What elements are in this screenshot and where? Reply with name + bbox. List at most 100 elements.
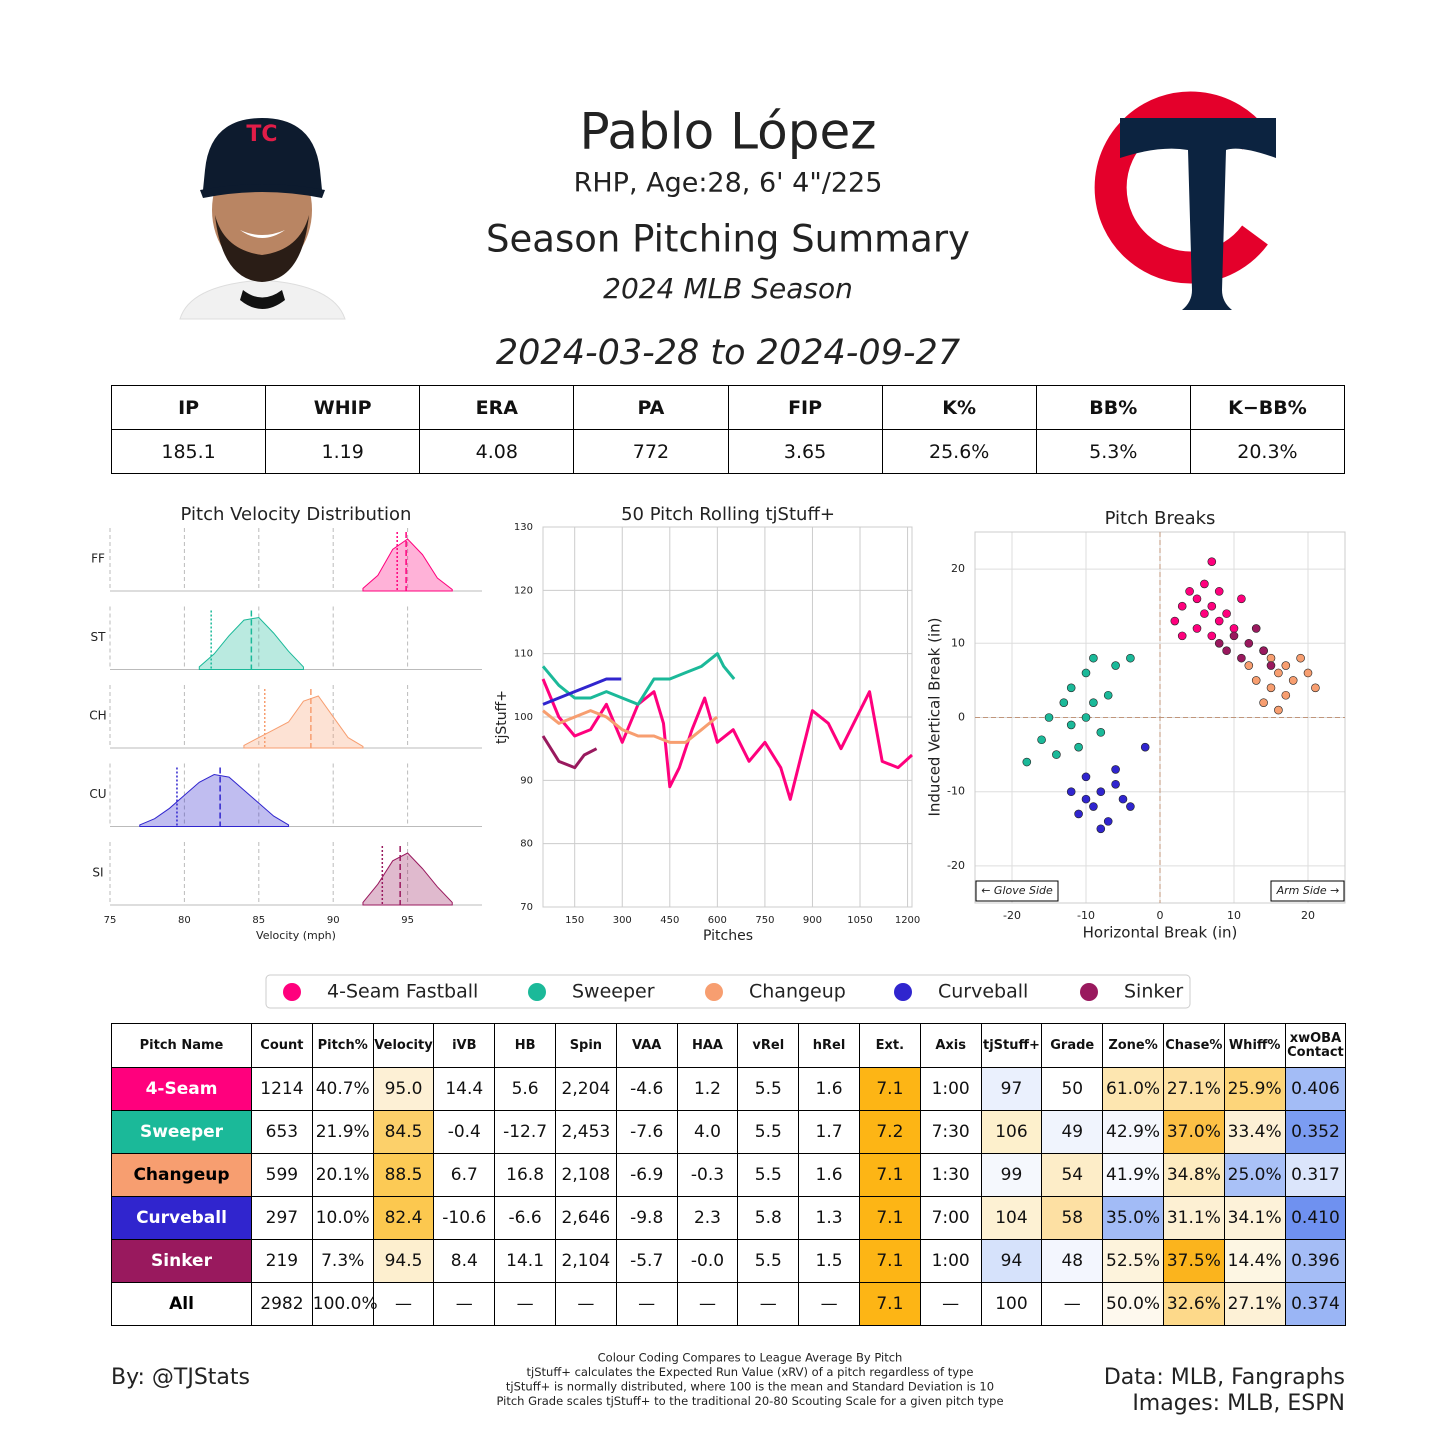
point — [1266, 661, 1276, 670]
pitch-cell: 5.5 — [737, 1110, 800, 1154]
stat-header: K% — [881, 385, 1037, 430]
y-tick-label: 120 — [514, 585, 533, 596]
x-tick-label: -10 — [1077, 909, 1095, 922]
point — [1059, 698, 1069, 707]
x-axis-label: Velocity (mph) — [256, 929, 336, 942]
point — [1274, 668, 1283, 678]
pitch-cell: 7.1 — [858, 1282, 921, 1326]
point — [1081, 772, 1091, 782]
rolling-line — [541, 735, 598, 770]
stat-value: 185.1 — [110, 429, 267, 474]
point — [1089, 653, 1098, 663]
point — [1296, 653, 1305, 663]
point — [1044, 713, 1054, 722]
y-tick-label: -10 — [947, 785, 965, 798]
player-name: Pablo López — [580, 103, 877, 161]
pitch-row: Curveball 297 10.0% 82.4 -10.6 -6.6 2,646 -9.8 2… — [111, 1196, 1347, 1240]
column-header: vRel — [737, 1023, 800, 1068]
point — [1214, 638, 1224, 648]
x-tick-label: 0 — [1157, 909, 1164, 922]
pitch-cell: — — [798, 1282, 860, 1326]
point — [1192, 594, 1202, 604]
pitch-cell: — — [433, 1282, 496, 1326]
y-tick-label: 10 — [951, 636, 965, 649]
point — [1103, 690, 1113, 700]
pitch-cell: 0.352 — [1284, 1110, 1347, 1154]
pitch-cell: 25.0% — [1223, 1153, 1286, 1197]
column-header: tjStuff+ — [980, 1023, 1043, 1068]
legend-label: Changeup — [749, 981, 846, 1003]
pitch-cell: 2,646 — [554, 1196, 617, 1240]
x-tick-label: 900 — [803, 915, 822, 926]
legend-marker — [705, 983, 723, 1001]
pitch-cell: — — [676, 1282, 739, 1326]
point — [1066, 720, 1076, 730]
point — [1251, 624, 1261, 633]
point — [1207, 631, 1217, 641]
pitch-cell: 14.4 — [433, 1067, 496, 1111]
y-tick-label: 80 — [520, 839, 533, 850]
stat-value: 1.19 — [265, 429, 421, 474]
pitch-cell: 58 — [1041, 1196, 1104, 1240]
row-label: ST — [91, 630, 107, 644]
pitch-cell: 0.396 — [1284, 1239, 1347, 1283]
column-header: VAA — [615, 1023, 678, 1068]
rolling-line — [541, 652, 736, 706]
pitch-cell: — — [554, 1282, 617, 1326]
legend-marker — [894, 983, 912, 1001]
pitch-cell: 99 — [980, 1153, 1043, 1197]
legend-box — [265, 974, 1191, 1009]
stat-header: PA — [573, 385, 729, 430]
pitch-cell: 1.2 — [676, 1067, 739, 1111]
column-header: iVB — [433, 1023, 496, 1068]
row-label: FF — [91, 552, 105, 566]
point — [1074, 809, 1083, 819]
pitch-name: Sweeper — [111, 1110, 252, 1154]
pitch-cell: 61.0% — [1102, 1067, 1164, 1111]
point — [1096, 787, 1106, 797]
annotation: ← Glove Side — [981, 884, 1053, 897]
x-tick-label: 1050 — [847, 915, 872, 926]
x-tick-label: 20 — [1301, 909, 1315, 922]
pitch-cell: 84.5 — [372, 1110, 435, 1154]
legend-marker — [1080, 983, 1098, 1001]
row-label: CH — [89, 709, 106, 723]
pitch-cell: -6.6 — [494, 1196, 556, 1240]
pitch-cell: 2.3 — [676, 1196, 739, 1240]
y-tick-label: 90 — [520, 775, 533, 786]
pitch-cell: 0.410 — [1284, 1196, 1347, 1240]
point — [1251, 676, 1261, 685]
footnote: tjStuff+ calculates the Expected Run Val… — [527, 1365, 974, 1379]
pitch-cell: 2,204 — [554, 1067, 617, 1111]
x-tick-label: 750 — [755, 915, 774, 926]
point — [1303, 668, 1313, 678]
stat-header: FIP — [727, 385, 883, 430]
pitch-cell: 106 — [980, 1110, 1043, 1154]
x-tick-label: 150 — [565, 915, 584, 926]
pitch-cell: 2982 — [251, 1282, 313, 1326]
pitch-cell: — — [372, 1282, 435, 1326]
footnote: Pitch Grade scales tjStuff+ to the tradi… — [496, 1394, 1003, 1408]
pitch-cell: 27.1% — [1223, 1282, 1286, 1326]
headshot: TC — [159, 110, 370, 320]
date-range: 2024-03-28 to 2024-09-27 — [496, 333, 960, 373]
legend-marker — [283, 983, 301, 1001]
data-source: Data: MLB, Fangraphs — [1104, 1365, 1345, 1390]
x-tick-label: 75 — [104, 915, 117, 926]
pitch-cell: — — [615, 1282, 678, 1326]
point — [1096, 728, 1106, 737]
point — [1140, 742, 1150, 752]
point — [1074, 742, 1083, 752]
point — [1177, 601, 1187, 611]
point — [1266, 683, 1276, 693]
x-axis-label: Pitches — [703, 928, 753, 944]
stat-header: BB% — [1035, 385, 1191, 430]
pitch-cell: — — [919, 1282, 982, 1326]
rolling-line — [541, 678, 914, 801]
stats-table: IP WHIP ERA PA FIP K% BB% K−BB% 185.1 1.19 4.08 772… — [110, 385, 1346, 474]
pitch-name: Changeup — [111, 1153, 252, 1197]
point — [1066, 787, 1076, 797]
pitch-row: Changeup 599 20.1% 88.5 6.7 16.8 2,108 -6.9 -0.3… — [111, 1153, 1347, 1197]
footnote: Colour Coding Compares to League Average… — [598, 1351, 903, 1365]
